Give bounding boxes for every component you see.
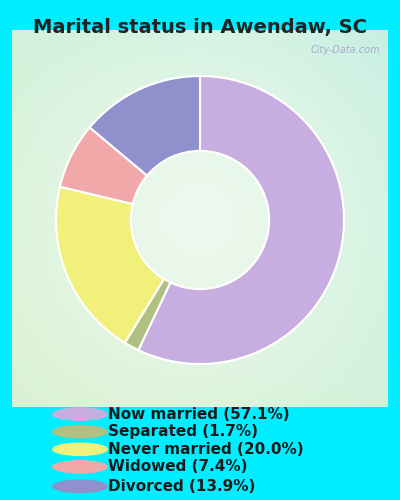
Text: Widowed (7.4%): Widowed (7.4%) [108,460,248,474]
Wedge shape [138,76,344,364]
Wedge shape [56,186,164,343]
Text: Separated (1.7%): Separated (1.7%) [108,424,258,440]
Text: Marital status in Awendaw, SC: Marital status in Awendaw, SC [33,18,367,37]
Circle shape [52,425,108,438]
Wedge shape [125,279,170,350]
Text: City-Data.com: City-Data.com [311,45,380,55]
Wedge shape [90,76,200,176]
Circle shape [52,480,108,493]
Circle shape [52,442,108,456]
Text: Divorced (13.9%): Divorced (13.9%) [108,479,255,494]
Circle shape [52,408,108,421]
Wedge shape [60,128,147,204]
Text: Now married (57.1%): Now married (57.1%) [108,406,290,422]
Circle shape [52,460,108,473]
Text: Never married (20.0%): Never married (20.0%) [108,442,304,457]
